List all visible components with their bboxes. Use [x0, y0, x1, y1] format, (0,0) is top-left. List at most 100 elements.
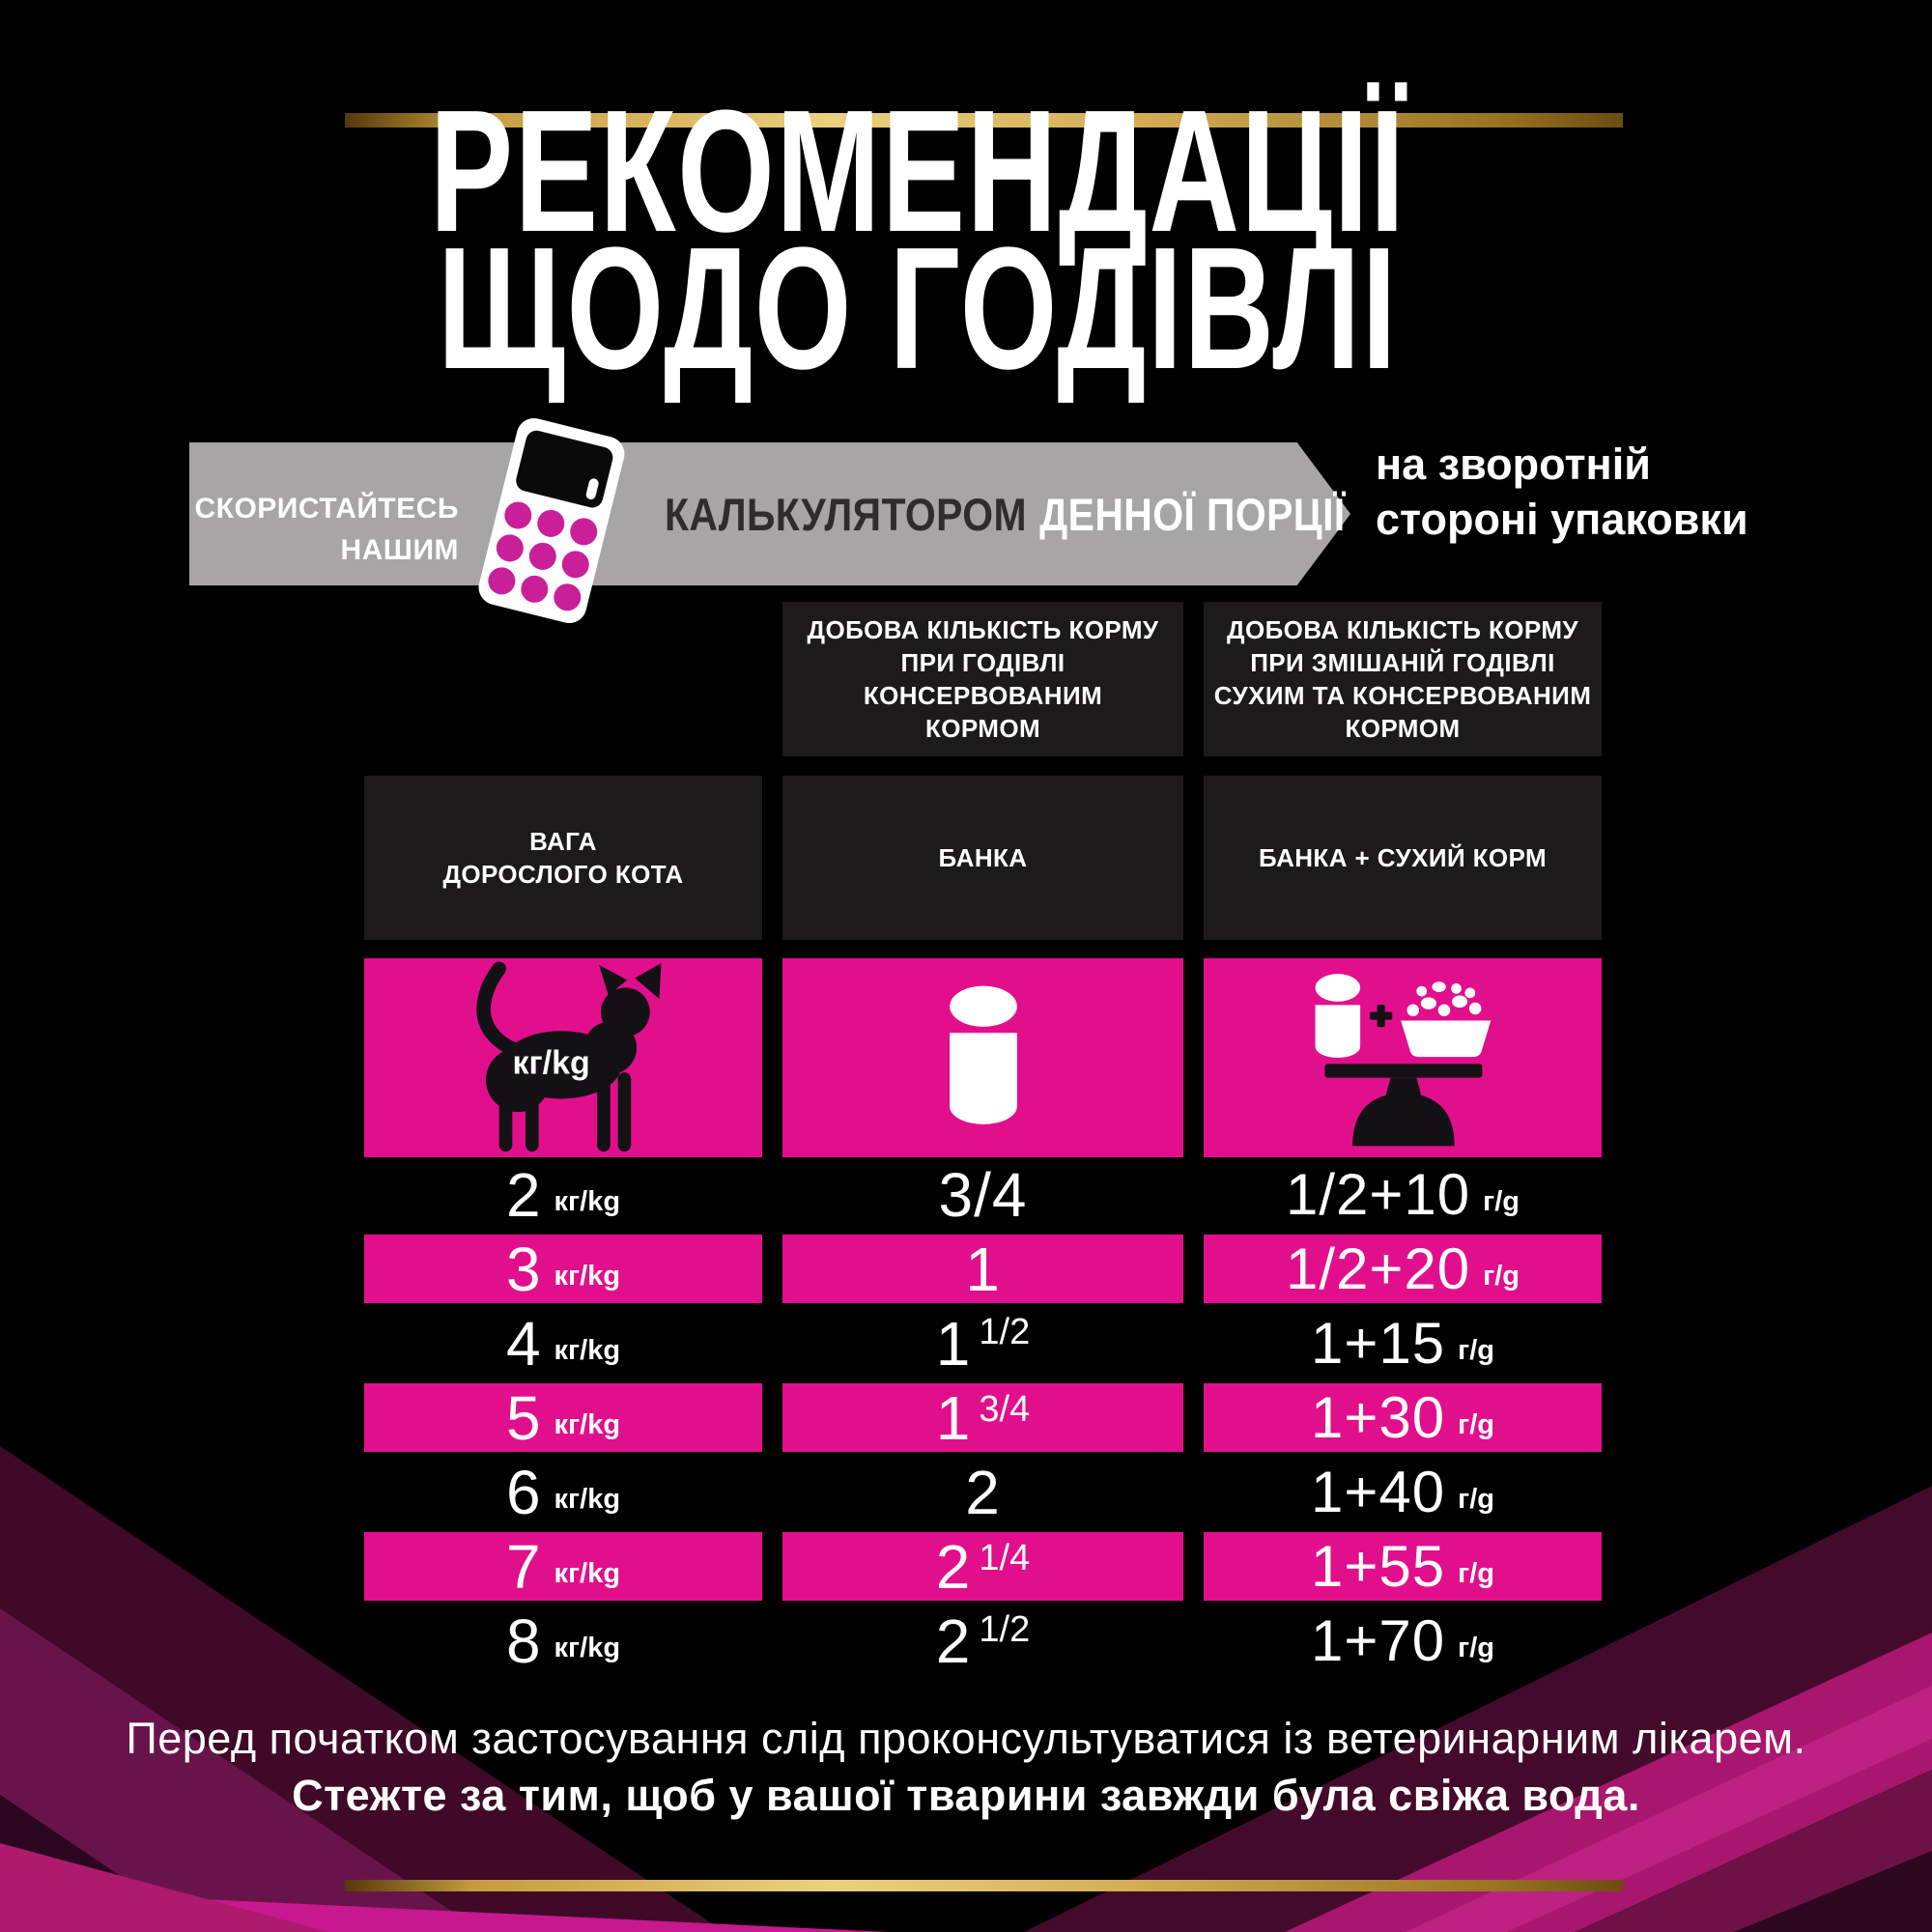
cell-weight: 6 кг/kg [364, 1455, 762, 1529]
table-row: 6 кг/kg 2 1+40 г/g [364, 1455, 1602, 1529]
weight-value: 6 [505, 1457, 542, 1527]
cell-weight: 8 кг/kg [364, 1604, 762, 1678]
weight-unit: кг/kg [554, 1409, 621, 1440]
cell-cans: 2 1/4 [782, 1531, 1183, 1602]
calculator-key [501, 498, 535, 532]
mixed-unit: г/g [1458, 1558, 1494, 1589]
subheader-cat-weight: ВАГА ДОРОСЛОГО КОТА [364, 776, 762, 940]
mixed-value: 1+15 [1310, 1311, 1446, 1376]
subheader-can-plus-dry: БАНКА + СУХИЙ КОРМ [1204, 776, 1602, 940]
calculator-banner [189, 442, 1350, 585]
banner-label-light: ДЕННОЇ ПОРЦІЇ [1039, 488, 1346, 540]
can-value: 3/4 [938, 1159, 1028, 1230]
calculator-key [534, 506, 568, 540]
cell-mixed: 1/2+10 г/g [1204, 1157, 1602, 1232]
weight-value: 4 [505, 1308, 542, 1378]
table-row: 8 кг/kg 2 1/2 1+70 г/g [364, 1604, 1602, 1678]
header-mixed-feeding: ДОБОВА КІЛЬКІСТЬ КОРМУ ПРИ ЗМІШАНІЙ ГОДІ… [1204, 602, 1602, 756]
table-row: 7 кг/kg 2 1/4 1+55 г/g [364, 1529, 1602, 1604]
page-title-line2: ЩОДО ГОДІВЛІ [437, 212, 1399, 406]
table-row: 2 кг/kg 3/4 1/2+10 г/g [364, 1157, 1602, 1232]
cell-mixed: 1+40 г/g [1204, 1455, 1602, 1529]
can-icon [949, 985, 1017, 1124]
ribbon-right-corner-dark [1734, 1851, 1932, 1932]
can-fraction: 3/4 [979, 1389, 1031, 1430]
table-row: 5 кг/kg 1 3/4 1+30 г/g [364, 1380, 1602, 1455]
mixed-value: 1+40 [1310, 1460, 1446, 1524]
mixed-value: 1/2+20 [1285, 1236, 1471, 1301]
ribbon-right-bright [1285, 1633, 1932, 1932]
subheader-cat-weight-label: ВАГА ДОРОСЛОГО КОТА [442, 827, 684, 889]
weight-unit: кг/kg [554, 1558, 621, 1589]
weight-unit: кг/kg [554, 1186, 621, 1217]
ribbon-right-medium [1575, 1770, 1932, 1932]
header-mixed-feeding-label: ДОБОВА КІЛЬКІСТЬ КОРМУ ПРИ ЗМІШАНІЙ ГОДІ… [1213, 615, 1592, 743]
table-subheader-row: ВАГА ДОРОСЛОГО КОТА БАНКА БАНКА + СУХИЙ … [364, 776, 1602, 940]
calculator-keys [485, 498, 601, 614]
mixed-unit: г/g [1458, 1409, 1494, 1440]
can-fraction: 1/4 [979, 1538, 1031, 1578]
can-plus-bowl-scale-icon [1315, 974, 1492, 1147]
mixed-unit: г/g [1483, 1186, 1520, 1217]
subheader-can-label: БАНКА [938, 843, 1028, 872]
calculator-key [493, 531, 526, 565]
feeding-table-rows: 2 кг/kg 3/4 1/2+10 г/g 3 кг/kg 1 1/2+20 … [364, 1157, 1602, 1678]
cell-mixed: 1+15 г/g [1204, 1306, 1602, 1380]
ribbon-right-shine [1406, 1686, 1932, 1932]
cell-cans: 1 [782, 1234, 1183, 1304]
cell-weight: 3 кг/kg [364, 1234, 762, 1304]
cell-weight: 2 кг/kg [364, 1157, 762, 1232]
cell-cans: 3/4 [782, 1157, 1183, 1232]
weight-value: 3 [505, 1234, 542, 1304]
can-value: 2 [935, 1605, 972, 1676]
mixed-unit: г/g [1483, 1261, 1520, 1292]
cell-cans: 1 1/2 [782, 1306, 1183, 1380]
mixed-value: 1/2+10 [1285, 1162, 1471, 1227]
can-value: 2 [965, 1457, 1001, 1527]
cell-mixed: 1+55 г/g [1204, 1532, 1602, 1601]
mixed-unit: г/g [1458, 1335, 1494, 1366]
gold-rule-top [345, 113, 1623, 128]
banner-calculator-label: КАЛЬКУЛЯТОРОМ ДЕННОЇ ПОРЦІЇ [665, 442, 1346, 585]
header-top-empty [364, 602, 762, 756]
table-row: 3 кг/kg 1 1/2+20 г/g [364, 1232, 1602, 1306]
can-fraction: 1/2 [979, 1312, 1031, 1352]
feeding-table: ДОБОВА КІЛЬКІСТЬ КОРМУ ПРИ ГОДІВЛІ КОНСЕ… [364, 602, 1602, 1678]
banner-label-dark: КАЛЬКУЛЯТОРОМ [665, 488, 1028, 540]
cell-mixed: 1+70 г/g [1204, 1604, 1602, 1678]
subheader-can-plus-dry-label: БАНКА + СУХИЙ КОРМ [1258, 843, 1548, 872]
mixed-unit: г/g [1458, 1633, 1494, 1663]
banner-use-our-text: СКОРИСТАЙТЕСЬ НАШИМ [194, 493, 459, 566]
cat-weight-unit-label: кг/kg [512, 1044, 590, 1082]
calculator-key [558, 548, 592, 582]
mixed-value: 1+55 [1310, 1534, 1446, 1599]
cell-cans: 1 3/4 [782, 1383, 1183, 1453]
header-canned-feeding-label: ДОБОВА КІЛЬКІСТЬ КОРМУ ПРИ ГОДІВЛІ КОНСЕ… [807, 615, 1159, 743]
mixed-feeding-icon-cell [1204, 958, 1602, 1157]
weight-value: 2 [505, 1159, 542, 1230]
cell-weight: 4 кг/kg [364, 1306, 762, 1380]
can-icon-cell [782, 958, 1183, 1157]
weight-value: 7 [505, 1531, 542, 1602]
calculator-key [567, 515, 601, 549]
calculator-key [526, 539, 559, 573]
calculator-key [485, 564, 519, 598]
can-fraction: 1/2 [979, 1609, 1031, 1650]
cat-icon-cell: кг/kg [364, 958, 762, 1157]
gold-rule-bottom [345, 1880, 1623, 1891]
mixed-unit: г/g [1458, 1484, 1494, 1515]
weight-unit: кг/kg [554, 1261, 621, 1292]
ribbon-right-dark [1024, 1486, 1932, 1932]
weight-unit: кг/kg [554, 1633, 621, 1663]
table-header-top-row: ДОБОВА КІЛЬКІСТЬ КОРМУ ПРИ ГОДІВЛІ КОНСЕ… [364, 602, 1602, 756]
calculator-key [518, 572, 552, 606]
footer-consult-text: Перед початком застосування слід проконс… [126, 1714, 1806, 1763]
weight-unit: кг/kg [554, 1484, 621, 1515]
can-value: 1 [965, 1234, 1001, 1304]
cell-cans: 2 1/2 [782, 1604, 1183, 1678]
ribbon-left-corner-bright [0, 1843, 328, 1932]
table-icon-row: кг/kg [364, 958, 1602, 1157]
can-value: 2 [935, 1531, 972, 1602]
calculator-screen [513, 428, 615, 510]
